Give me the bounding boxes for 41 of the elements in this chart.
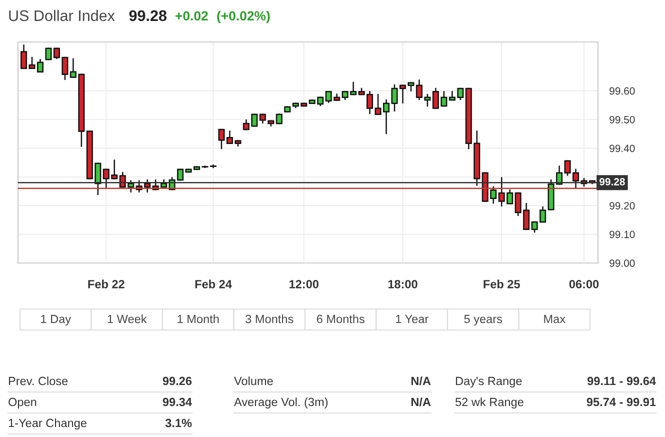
y-tick-label: 99.00 <box>610 260 635 267</box>
text: 3 Months <box>246 314 294 324</box>
text: Max <box>544 314 566 324</box>
y-tick-label: 99.20 <box>610 202 635 210</box>
text: N/A <box>411 397 431 406</box>
y-tick-label: 99.50 <box>610 116 635 124</box>
text: 99.11 - 99.64 <box>587 376 656 386</box>
y-tick-label: 99.10 <box>610 230 635 238</box>
x-tick-label: Feb 25 <box>484 280 520 288</box>
y-tick-label: 99.60 <box>610 87 635 95</box>
x-tick-label: Feb 22 <box>88 280 124 288</box>
text: Average Vol. (3m) <box>234 397 328 408</box>
x-tick-label: 06:00 <box>569 280 599 288</box>
text: 1 Month <box>178 314 219 324</box>
y-tick-label: 99.40 <box>610 144 635 152</box>
text: 99.26 <box>162 376 192 386</box>
x-tick-label: 18:00 <box>388 280 418 288</box>
text: +0.02 <box>176 11 208 21</box>
text: 6 Months <box>316 314 364 324</box>
text: 3.1% <box>165 418 192 428</box>
text: Volume <box>234 376 273 386</box>
text: 52 wk Range <box>455 397 524 408</box>
text: 99.34 <box>162 398 192 406</box>
text: 1 Day <box>41 314 72 326</box>
text: Open <box>8 398 36 408</box>
text: 1 Year <box>396 314 428 324</box>
candlestick <box>45 48 52 60</box>
text: 5 years <box>464 314 502 326</box>
text: (+0.02%) <box>217 10 270 24</box>
text: Prev. Close <box>8 376 68 386</box>
text: 95.74 - 99.91 <box>586 398 656 406</box>
x-tick-label: Feb 24 <box>195 280 232 288</box>
x-tick-label: 12:00 <box>290 280 318 288</box>
text: Day's Range <box>456 376 522 388</box>
text: N/A <box>411 376 431 386</box>
text: 99.28 <box>129 10 167 22</box>
candlestick <box>276 114 282 124</box>
ref-line-label: 99.28 <box>600 178 625 186</box>
text: 1-Year Change <box>8 418 86 430</box>
text: 1 Week <box>108 314 147 324</box>
chart-title: US Dollar Index <box>9 10 115 22</box>
